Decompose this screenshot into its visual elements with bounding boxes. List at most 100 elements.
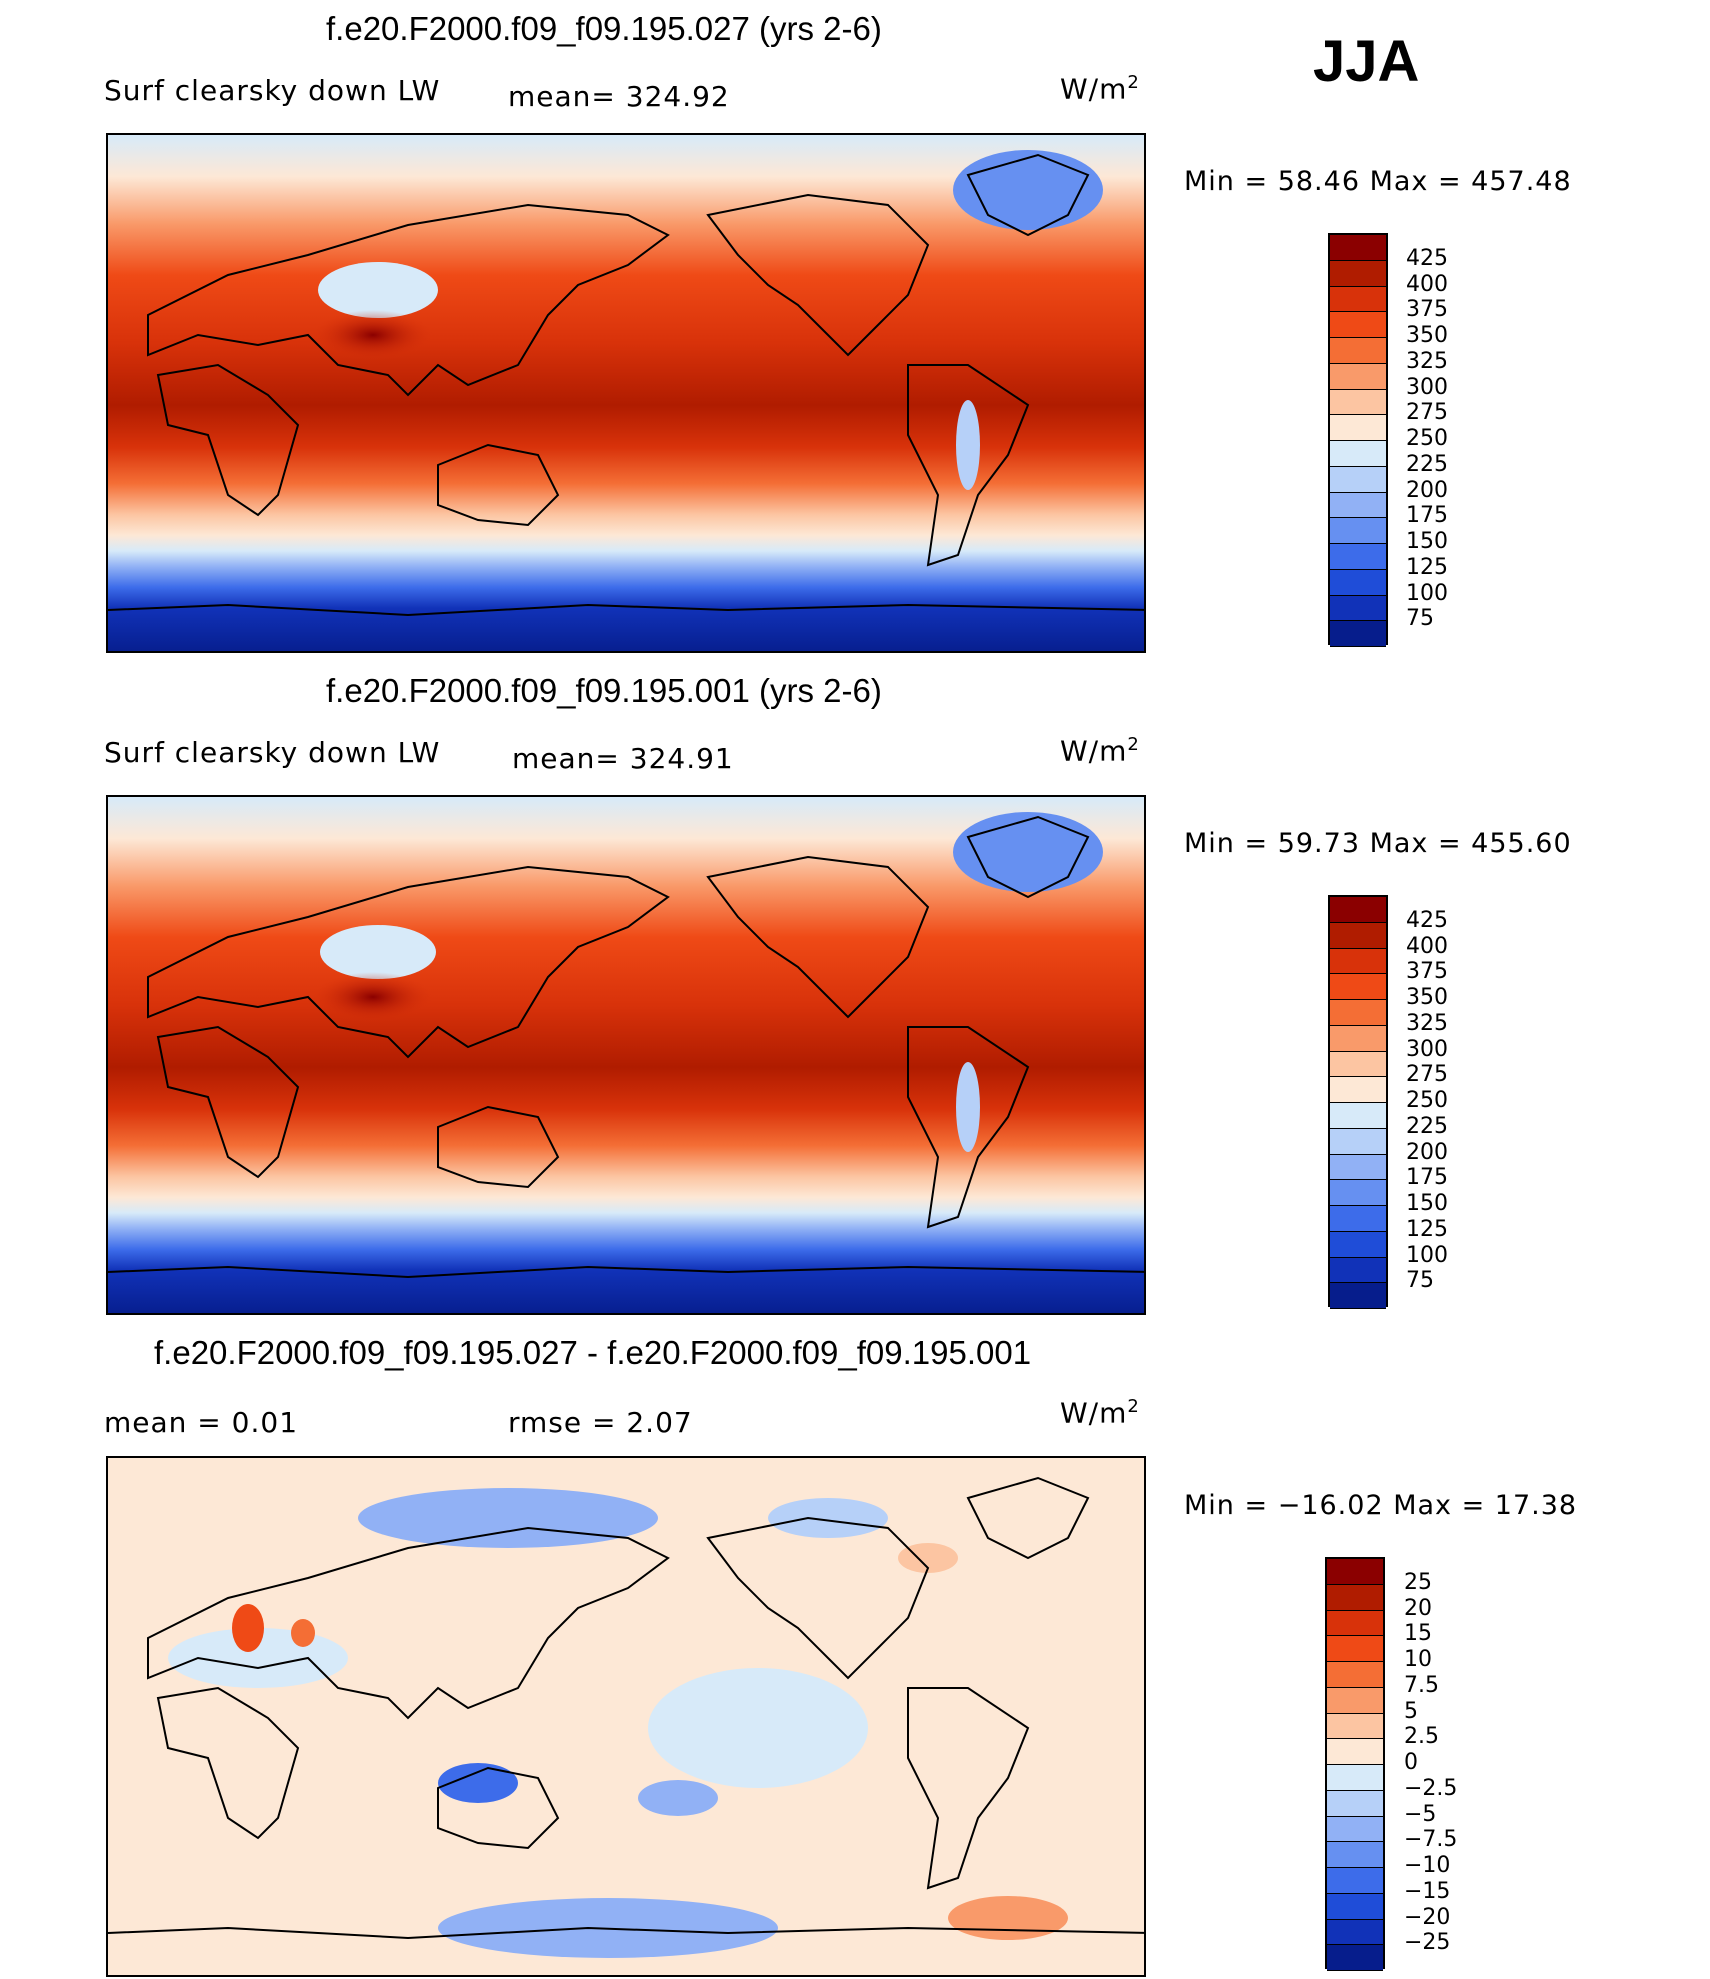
colorbar-label: 15 bbox=[1404, 1621, 1432, 1647]
colorbar-label: 7.5 bbox=[1404, 1672, 1439, 1698]
colorbar-label: −7.5 bbox=[1404, 1827, 1458, 1853]
colorbar-label: 300 bbox=[1406, 374, 1448, 400]
pacific-negative-area bbox=[638, 1780, 718, 1816]
southern-ocean-positive-area bbox=[948, 1896, 1068, 1940]
colorbar-label: 250 bbox=[1406, 426, 1448, 451]
colorbar-label: 75 bbox=[1406, 606, 1434, 632]
colorbar-label: 425 bbox=[1406, 907, 1448, 933]
colorbar-label: 200 bbox=[1406, 1139, 1448, 1165]
colorbar-label: 20 bbox=[1404, 1595, 1432, 1621]
arabia-positive-area bbox=[232, 1604, 264, 1652]
colorbar-swatch bbox=[1327, 1816, 1383, 1843]
colorbar-swatch bbox=[1330, 948, 1386, 975]
colorbar-swatch bbox=[1330, 1000, 1386, 1026]
greenland-cold-area bbox=[953, 150, 1103, 230]
colorbar-label: 100 bbox=[1406, 580, 1448, 606]
colorbar-swatch bbox=[1330, 1103, 1386, 1129]
colorbar-swatch bbox=[1330, 235, 1386, 261]
colorbar-swatch bbox=[1327, 1739, 1383, 1765]
colorbar-swatch bbox=[1330, 621, 1386, 647]
colorbar-label: 150 bbox=[1406, 529, 1448, 554]
colorbar-label: 325 bbox=[1406, 348, 1448, 374]
colorbar-label: 75 bbox=[1406, 1268, 1434, 1294]
panel1-colorbar bbox=[1328, 233, 1388, 647]
panel2-units: W/m2 bbox=[1060, 734, 1140, 768]
panel2-title: f.e20.F2000.f09_f09.195.001 (yrs 2-6) bbox=[326, 672, 882, 709]
colorbar-swatch bbox=[1330, 312, 1386, 338]
colorbar-label: 175 bbox=[1406, 503, 1448, 529]
panel1-map bbox=[106, 133, 1146, 653]
colorbar-swatch bbox=[1330, 1283, 1386, 1309]
colorbar-label: 300 bbox=[1406, 1036, 1448, 1062]
colorbar-swatch bbox=[1330, 260, 1386, 287]
colorbar-label: −10 bbox=[1404, 1853, 1451, 1878]
colorbar-swatch bbox=[1327, 1842, 1383, 1868]
colorbar-swatch bbox=[1330, 1077, 1386, 1103]
colorbar-label: −5 bbox=[1404, 1801, 1437, 1827]
colorbar-swatch bbox=[1330, 595, 1386, 622]
tibet-cold-area bbox=[320, 925, 436, 979]
colorbar-label: 425 bbox=[1406, 245, 1448, 271]
coastlines bbox=[108, 815, 1144, 1279]
panel1-field bbox=[108, 135, 1144, 651]
colorbar-swatch bbox=[1330, 363, 1386, 390]
greenland-cold-area bbox=[953, 812, 1103, 892]
colorbar-swatch bbox=[1327, 1662, 1383, 1688]
panel2-field bbox=[108, 797, 1144, 1313]
colorbar-swatch bbox=[1330, 466, 1386, 493]
colorbar-label: 400 bbox=[1406, 933, 1448, 959]
colorbar-label: 125 bbox=[1406, 554, 1448, 580]
panel1-min-max: Min = 58.46 Max = 457.48 bbox=[1184, 166, 1572, 197]
south-asia-hot-area bbox=[313, 972, 433, 1022]
panel3-mean: mean = 0.01 bbox=[104, 1406, 299, 1439]
colorbar-swatch bbox=[1327, 1765, 1383, 1791]
colorbar-swatch bbox=[1327, 1559, 1383, 1585]
colorbar-label: 175 bbox=[1406, 1165, 1448, 1191]
colorbar-label: 100 bbox=[1406, 1242, 1448, 1268]
panel2-mean: mean= 324.91 bbox=[512, 742, 734, 775]
panel3-min-max: Min = −16.02 Max = 17.38 bbox=[1184, 1490, 1578, 1521]
colorbar-swatch bbox=[1327, 1584, 1383, 1611]
colorbar-swatch bbox=[1327, 1919, 1383, 1946]
colorbar-label: −15 bbox=[1404, 1878, 1451, 1904]
colorbar-swatch bbox=[1327, 1893, 1383, 1920]
colorbar-label: 225 bbox=[1406, 1113, 1448, 1139]
colorbar-label: 0 bbox=[1404, 1750, 1418, 1775]
panel3-colorbar bbox=[1325, 1557, 1385, 1971]
colorbar-label: 275 bbox=[1406, 400, 1448, 426]
colorbar-swatch bbox=[1330, 415, 1386, 441]
colorbar-label: 375 bbox=[1406, 959, 1448, 985]
panel1-title: f.e20.F2000.f09_f09.195.027 (yrs 2-6) bbox=[326, 10, 882, 47]
colorbar-swatch bbox=[1330, 922, 1386, 949]
season-label: JJA bbox=[1313, 29, 1420, 94]
colorbar-swatch bbox=[1330, 569, 1386, 596]
colorbar-swatch bbox=[1327, 1713, 1383, 1740]
colorbar-swatch bbox=[1330, 286, 1386, 313]
colorbar-swatch bbox=[1327, 1945, 1383, 1971]
colorbar-swatch bbox=[1327, 1868, 1383, 1894]
colorbar-swatch bbox=[1330, 1206, 1386, 1232]
colorbar-swatch bbox=[1330, 897, 1386, 923]
colorbar-swatch bbox=[1330, 1025, 1386, 1052]
colorbar-swatch bbox=[1330, 1257, 1386, 1284]
arctic-negative-area bbox=[768, 1498, 888, 1538]
colorbar-label: 250 bbox=[1406, 1088, 1448, 1113]
colorbar-swatch bbox=[1330, 1128, 1386, 1155]
colorbar-swatch bbox=[1330, 1180, 1386, 1206]
coastlines bbox=[108, 1476, 1144, 1940]
colorbar-label: 10 bbox=[1404, 1647, 1432, 1672]
colorbar-label: −2.5 bbox=[1404, 1775, 1458, 1801]
tibet-cold-area bbox=[318, 262, 438, 318]
colorbar-swatch bbox=[1330, 389, 1386, 416]
colorbar-label: 275 bbox=[1406, 1062, 1448, 1088]
colorbar-swatch bbox=[1330, 492, 1386, 519]
australia-negative-area bbox=[438, 1763, 518, 1803]
colorbar-swatch bbox=[1330, 1231, 1386, 1258]
pacific-light-negative-area bbox=[648, 1668, 868, 1788]
colorbar-label: 125 bbox=[1406, 1216, 1448, 1242]
panel1-mean: mean= 324.92 bbox=[508, 80, 730, 113]
panel2-colorbar bbox=[1328, 895, 1388, 1309]
colorbar-label: 375 bbox=[1406, 297, 1448, 323]
canada-positive-area bbox=[898, 1543, 958, 1573]
iran-positive-area bbox=[291, 1619, 315, 1647]
